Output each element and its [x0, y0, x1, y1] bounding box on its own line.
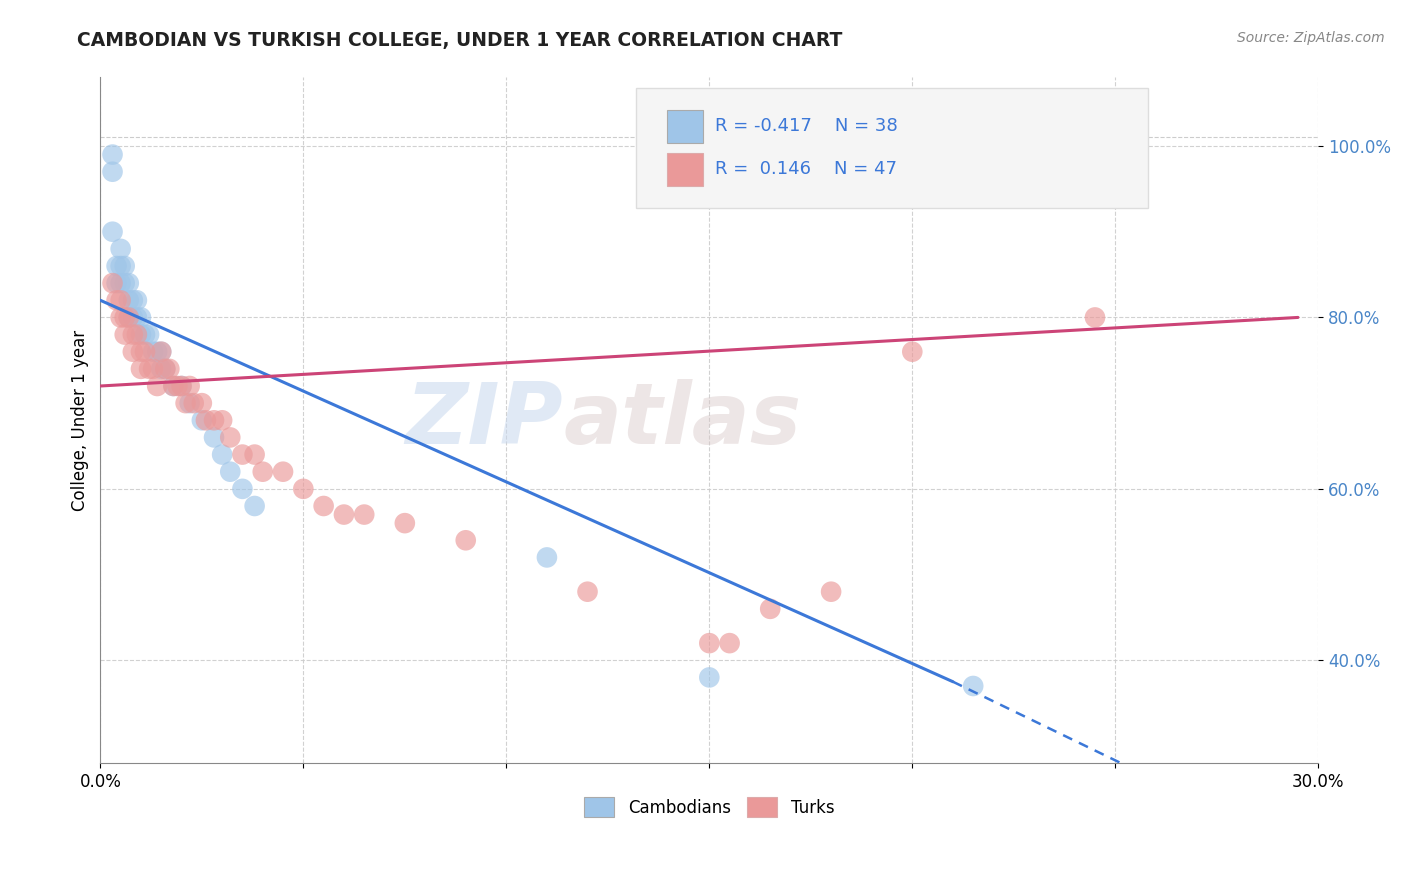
Point: [179, 396, 201, 410]
Point: [138, 327, 160, 342]
Point: [110, 310, 132, 325]
Point: [121, 293, 143, 308]
Point: [150, 344, 173, 359]
Point: [170, 379, 193, 393]
Point: [231, 448, 253, 462]
Point: [962, 679, 984, 693]
Point: [901, 344, 924, 359]
Point: [110, 293, 132, 308]
Text: atlas: atlas: [564, 379, 801, 462]
Point: [183, 396, 205, 410]
Point: [105, 293, 128, 308]
Point: [231, 482, 253, 496]
Text: ZIP: ZIP: [405, 379, 564, 462]
Legend: Cambodians, Turks: Cambodians, Turks: [578, 791, 841, 823]
Point: [129, 344, 152, 359]
Point: [157, 362, 180, 376]
Point: [134, 327, 156, 342]
Point: [118, 276, 141, 290]
Point: [125, 327, 148, 342]
Point: [121, 344, 143, 359]
Point: [142, 362, 165, 376]
Point: [150, 344, 173, 359]
Point: [170, 379, 193, 393]
Point: [394, 516, 416, 530]
Point: [138, 362, 160, 376]
Point: [114, 327, 136, 342]
Point: [114, 276, 136, 290]
Point: [202, 413, 225, 427]
Point: [219, 465, 242, 479]
Point: [125, 293, 148, 308]
Point: [166, 379, 188, 393]
Point: [179, 379, 201, 393]
Point: [162, 379, 184, 393]
Point: [243, 448, 266, 462]
Bar: [666, 153, 703, 186]
Point: [150, 362, 173, 376]
Point: [718, 636, 741, 650]
Point: [142, 344, 165, 359]
Point: [110, 276, 132, 290]
Point: [353, 508, 375, 522]
Point: [118, 293, 141, 308]
Point: [1084, 310, 1107, 325]
Point: [191, 396, 214, 410]
Point: [211, 448, 233, 462]
Point: [101, 276, 124, 290]
Text: Source: ZipAtlas.com: Source: ZipAtlas.com: [1237, 31, 1385, 45]
Point: [292, 482, 315, 496]
Point: [121, 327, 143, 342]
Point: [129, 310, 152, 325]
Point: [219, 430, 242, 444]
Point: [129, 362, 152, 376]
Point: [174, 396, 197, 410]
Point: [155, 362, 177, 376]
Point: [536, 550, 558, 565]
Point: [129, 327, 152, 342]
Point: [312, 499, 335, 513]
Point: [162, 379, 184, 393]
Point: [118, 310, 141, 325]
Point: [101, 225, 124, 239]
Point: [211, 413, 233, 427]
Point: [697, 670, 720, 684]
Point: [576, 584, 599, 599]
Bar: [666, 110, 703, 143]
Point: [118, 310, 141, 325]
Point: [194, 413, 217, 427]
Point: [101, 165, 124, 179]
Point: [759, 602, 782, 616]
Point: [243, 499, 266, 513]
Text: R = -0.417    N = 38: R = -0.417 N = 38: [716, 117, 898, 135]
Point: [155, 362, 177, 376]
Text: CAMBODIAN VS TURKISH COLLEGE, UNDER 1 YEAR CORRELATION CHART: CAMBODIAN VS TURKISH COLLEGE, UNDER 1 YE…: [77, 31, 842, 50]
Point: [820, 584, 842, 599]
Text: R =  0.146    N = 47: R = 0.146 N = 47: [716, 161, 897, 178]
Point: [146, 379, 169, 393]
Point: [697, 636, 720, 650]
FancyBboxPatch shape: [637, 87, 1147, 208]
Point: [202, 430, 225, 444]
Y-axis label: College, Under 1 year: College, Under 1 year: [72, 330, 89, 511]
Point: [454, 533, 477, 548]
Point: [121, 310, 143, 325]
Point: [101, 147, 124, 161]
Point: [252, 465, 274, 479]
Point: [146, 344, 169, 359]
Point: [191, 413, 214, 427]
Point: [271, 465, 294, 479]
Point: [114, 310, 136, 325]
Point: [105, 259, 128, 273]
Point: [105, 276, 128, 290]
Point: [125, 310, 148, 325]
Point: [110, 242, 132, 256]
Point: [134, 344, 156, 359]
Point: [114, 259, 136, 273]
Point: [110, 259, 132, 273]
Point: [333, 508, 356, 522]
